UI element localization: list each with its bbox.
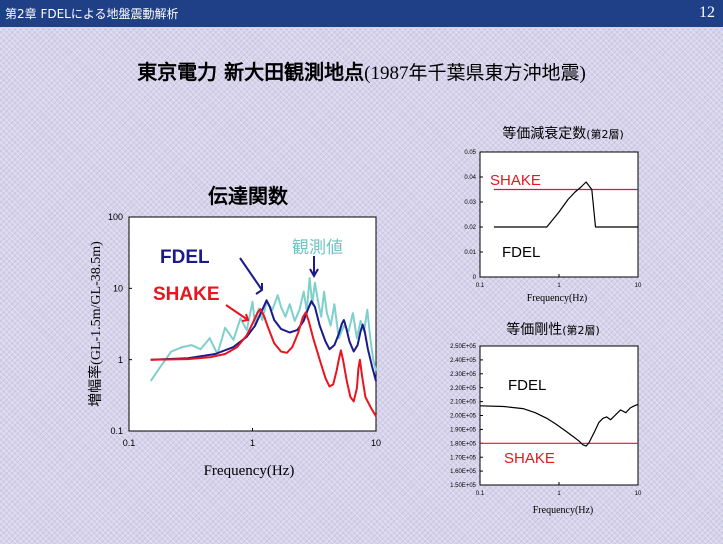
transfer-x-axis-label: Frequency(Hz) — [204, 463, 295, 479]
stiffness-shake-label: SHAKE — [504, 450, 555, 467]
y-tick-label: 2.30E+05 — [450, 372, 477, 378]
damping-x-axis-label: Frequency(Hz) — [527, 293, 588, 304]
damping-chart: 等価減衰定数(第2層) 0 0.01 0.02 0.03 0.04 0.05 0.1 1 10… — [464, 125, 642, 304]
slide-title: 東京電力 新大田観測地点(1987年千葉県東方沖地震) — [0, 56, 723, 85]
transfer-series-1-line — [150, 299, 377, 382]
x-tick-label: 1 — [557, 491, 561, 497]
x-tick-label: 0.1 — [476, 283, 485, 289]
y-tick-label: 0.01 — [464, 250, 476, 256]
page-number: 12 — [699, 4, 715, 21]
y-tick-label: 0.04 — [464, 175, 476, 181]
y-tick-label: 2.10E+05 — [450, 400, 477, 406]
stiffness-chart: 等価剛性(第2層) 1.50E+05 1.60E+05 1.70E+05 1.80E+… — [450, 321, 642, 516]
transfer-y-axis-label: 増幅率(GL-1.5m/GL-38.5m) — [87, 241, 104, 407]
stiffness-x-axis-label: Frequency(Hz) — [533, 505, 594, 516]
header-bar: 第2章 FDELによる地盤震動解析 12 — [0, 0, 723, 27]
damping-chart-title: 等価減衰定数(第2層) — [502, 125, 624, 142]
y-tick-label: 0.05 — [464, 150, 476, 156]
damping-shake-label: SHAKE — [490, 172, 541, 189]
y-tick-label: 2.20E+05 — [450, 386, 477, 392]
shake-arrow-head — [241, 313, 250, 322]
stiffness-chart-title: 等価剛性(第2層) — [506, 321, 600, 338]
y-tick-label: 0.02 — [464, 225, 476, 231]
y-tick-label: 0 — [473, 275, 477, 281]
y-tick-label: 1.50E+05 — [450, 483, 477, 489]
y-tick-label: 0.1 — [110, 426, 123, 436]
y-tick-label: 10 — [113, 283, 123, 293]
y-tick-label: 2.00E+05 — [450, 414, 477, 420]
fdel-arrow-head — [255, 283, 263, 295]
x-tick-label: 10 — [635, 491, 642, 497]
y-tick-label: 1.70E+05 — [450, 455, 477, 461]
transfer-chart: 伝達関数 0.1 1 10 100 0.1 1 10 増幅率(GL-1.5m/GL-38.… — [87, 184, 381, 479]
transfer-series-2-line — [150, 308, 377, 417]
observed-arrow-head — [309, 268, 319, 279]
transfer-chart-title: 伝達関数 — [208, 184, 289, 208]
y-tick-label: 100 — [108, 212, 123, 222]
stiffness-plot-area — [479, 345, 639, 486]
y-tick-label: 1 — [118, 355, 123, 365]
y-tick-label: 1.60E+05 — [450, 469, 477, 475]
x-tick-label: 1 — [557, 283, 561, 289]
shake-annotation: SHAKE — [153, 284, 220, 305]
transfer-series-0-line — [149, 276, 377, 382]
x-tick-label: 0.1 — [476, 491, 485, 497]
x-tick-label: 10 — [635, 283, 642, 289]
fdel-annotation: FDEL — [160, 247, 210, 268]
shake-arrow — [225, 304, 249, 321]
x-tick-label: 1 — [250, 438, 255, 448]
damping-plot-area — [479, 151, 639, 278]
slide-title-paren: (1987年千葉県東方沖地震) — [364, 63, 586, 84]
chapter-title: 第2章 FDELによる地盤震動解析 — [5, 7, 179, 21]
slide-title-main: 東京電力 新大田観測地点 — [137, 60, 365, 84]
y-tick-label: 0.03 — [464, 200, 476, 206]
damping-series-1-line — [493, 181, 638, 228]
y-tick-label: 2.40E+05 — [450, 358, 477, 364]
y-tick-label: 2.50E+05 — [450, 344, 477, 350]
y-tick-label: 1.80E+05 — [450, 441, 477, 447]
fdel-arrow — [239, 257, 263, 291]
stiffness-series-1-line — [479, 403, 639, 447]
x-tick-label: 0.1 — [123, 438, 136, 448]
stiffness-fdel-label: FDEL — [508, 377, 546, 394]
y-tick-label: 1.90E+05 — [450, 428, 477, 434]
damping-fdel-label: FDEL — [502, 244, 540, 261]
x-tick-label: 10 — [371, 438, 381, 448]
observed-annotation: 観測値 — [292, 238, 343, 258]
